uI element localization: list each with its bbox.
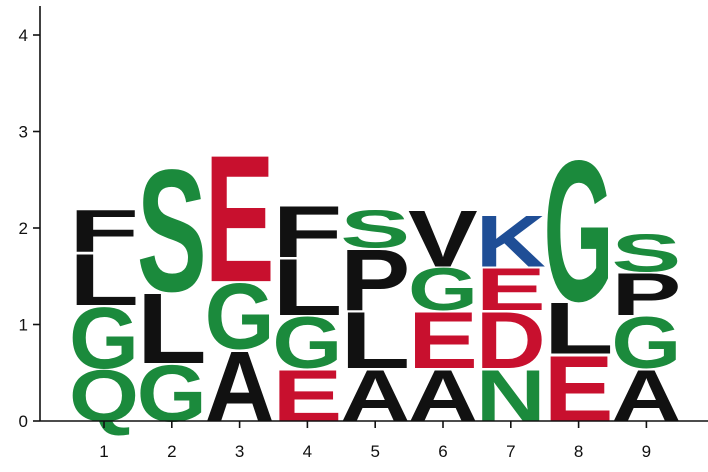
logo-letter-l: L bbox=[69, 239, 139, 321]
x-tick-label: 2 bbox=[167, 442, 176, 461]
logo-letter-g: G bbox=[611, 302, 681, 384]
logo-letter-e: E bbox=[205, 118, 275, 320]
y-tick-label: 3 bbox=[19, 123, 28, 142]
logo-letter-l: L bbox=[137, 272, 207, 385]
y-tick-label: 0 bbox=[19, 412, 28, 431]
x-tick-label: 3 bbox=[235, 442, 244, 461]
y-tick-label: 1 bbox=[19, 316, 28, 335]
x-tick-label: 1 bbox=[99, 442, 108, 461]
y-tick-label: 2 bbox=[19, 219, 28, 238]
x-tick-label: 6 bbox=[438, 442, 447, 461]
x-tick-label: 7 bbox=[506, 442, 515, 461]
logo-letter-f: F bbox=[69, 198, 139, 265]
logo-letter-d: D bbox=[476, 295, 546, 385]
logo-letter-s: S bbox=[340, 199, 410, 259]
logo-letter-g: G bbox=[408, 256, 478, 323]
y-tick-label: 4 bbox=[19, 26, 28, 45]
logo-letter-e: E bbox=[476, 256, 546, 323]
logo-letter-l: L bbox=[544, 288, 614, 370]
logo-letter-g: G bbox=[272, 302, 342, 384]
axis-layer: 0 1 2 3 4 1 2 3 4 5 6 7 8 9 bbox=[19, 6, 708, 461]
logo-letter-p: P bbox=[611, 261, 681, 328]
logo-letter-s: S bbox=[137, 134, 207, 328]
logo-letter-f: F bbox=[272, 191, 342, 273]
logo-letter-k: K bbox=[476, 201, 546, 283]
x-tick-label: 4 bbox=[303, 442, 312, 461]
logo-letter-l: L bbox=[340, 295, 410, 385]
x-tick-label: 9 bbox=[642, 442, 651, 461]
x-tick-label: 8 bbox=[574, 442, 583, 461]
x-tick-label: 5 bbox=[370, 442, 379, 461]
logo-letter-v: V bbox=[408, 194, 478, 284]
logo-letter-s: S bbox=[611, 223, 681, 283]
logo-letter-g: G bbox=[69, 289, 139, 386]
logo-letter-e: E bbox=[408, 295, 478, 385]
logo-letter-p: P bbox=[340, 232, 410, 329]
logo-letter-l: L bbox=[272, 242, 342, 332]
logo-letter-g: G bbox=[544, 120, 614, 345]
logo-letter-g: G bbox=[205, 265, 275, 369]
